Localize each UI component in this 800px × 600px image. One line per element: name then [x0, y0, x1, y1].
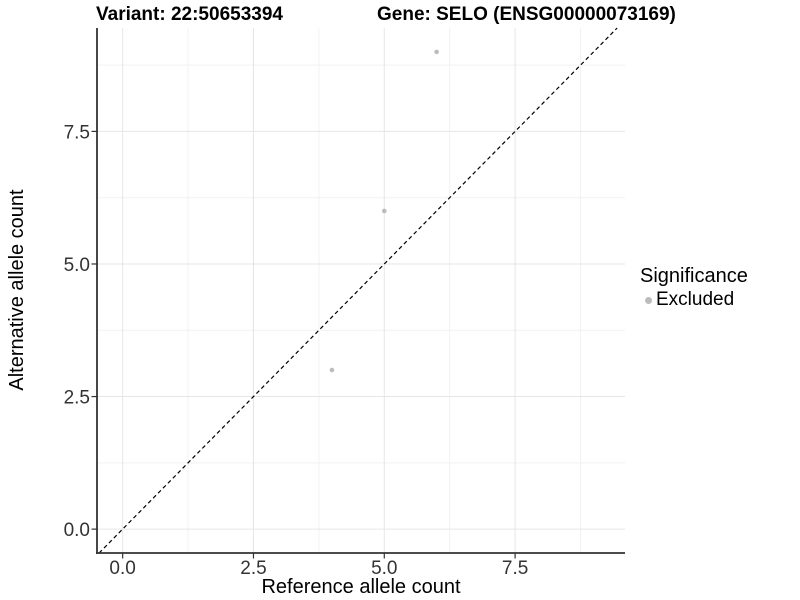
data-point-excluded	[434, 49, 439, 55]
plot-title-gene: Gene: SELO (ENSG00000073169)	[377, 4, 676, 25]
identity-line	[98, 27, 618, 554]
data-point-excluded	[381, 208, 387, 214]
x-tick-label: 0.0	[109, 558, 135, 579]
legend-entry-label: Excluded	[656, 289, 735, 310]
data-point-excluded	[329, 367, 335, 373]
legend: Significance Excluded	[640, 266, 748, 310]
excluded-point-icon	[645, 296, 652, 304]
x-tick-label: 5.0	[371, 558, 397, 579]
legend-title: Significance	[640, 265, 748, 287]
y-axis-label: Alternative allele count	[6, 189, 28, 391]
plot-title-variant: Variant: 22:50653394	[96, 4, 283, 25]
x-tick-label: 7.5	[502, 558, 528, 579]
x-tick-label: 2.5	[240, 558, 266, 579]
x-axis-label: Reference allele count	[261, 576, 461, 598]
y-tick-label: 2.5	[64, 388, 90, 409]
y-tick-label: 5.0	[64, 255, 90, 276]
legend-entry-excluded: Excluded	[640, 290, 748, 310]
y-tick-label: 7.5	[64, 122, 90, 143]
y-tick-label: 0.0	[64, 520, 90, 541]
